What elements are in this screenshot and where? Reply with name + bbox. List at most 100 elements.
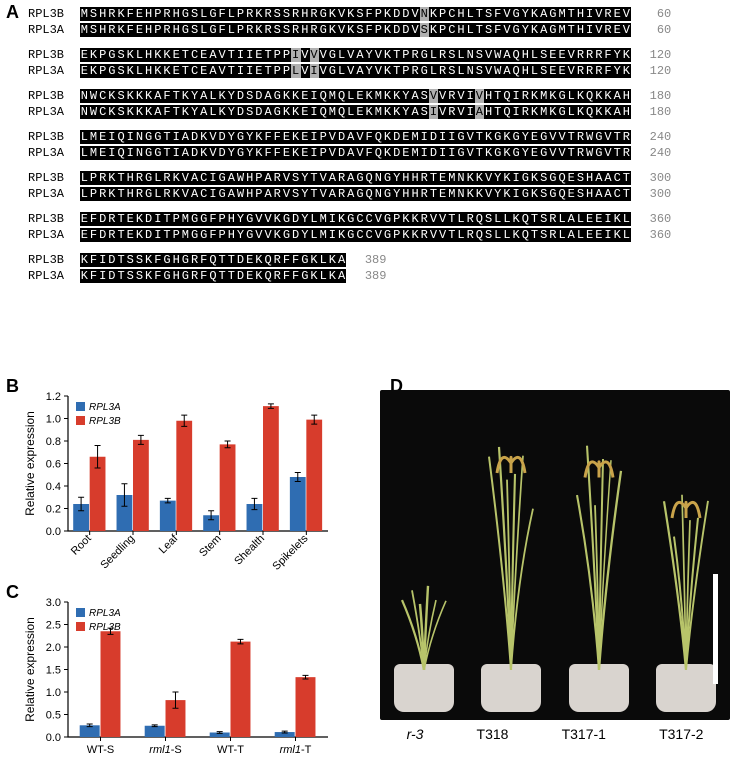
sequence-name: RPL3B [28,253,80,267]
sequence-position: 389 [346,269,386,283]
panel-b-chart: 0.0 0.2 0.4 0.6 0.8 1.0 1.2 Relative expression… [18,386,348,586]
panel-c-chart: 0.0 0.5 1.0 1.5 2.0 2.5 3.0 Relative expression… [18,592,348,772]
sequence-position: 300 [631,171,671,185]
sequence-position: 300 [631,187,671,201]
bar [263,406,279,531]
sequence-position: 120 [631,48,671,62]
photo-label: r-3 [407,726,424,742]
alignment-row: RPL3BEKPGSKLHKKETCEAVTIIETPPIVVVGLVAYVKT… [28,47,728,62]
svg-text:1.0: 1.0 [46,414,61,426]
plant [471,410,551,670]
sequence-name: RPL3A [28,23,80,37]
sequence-position: 240 [631,146,671,160]
scale-bar [713,574,718,684]
svg-text:Stem: Stem [197,533,224,560]
legend: RPL3A RPL3B [76,608,121,633]
pot [481,664,541,712]
sequence-name: RPL3B [28,7,80,21]
sequence-name: RPL3A [28,187,80,201]
pot [569,664,629,712]
alignment-row: RPL3AEFDRTEKDITPMGGFPHYGVVKGDYLMIKGCCVGP… [28,227,728,242]
alignment-row: RPL3AKFIDTSSKFGHGRFQTTDEKQRFFGKLKA389 [28,268,728,283]
svg-text:Leaf: Leaf [157,532,181,556]
svg-text:Root: Root [69,533,94,558]
bar [296,677,316,737]
panel-d-photo-block: r-3 T318 T317-1 T317-2 [380,390,730,742]
sequence-position: 180 [631,89,671,103]
sequence-name: RPL3B [28,130,80,144]
alignment-row: RPL3ANWCKSKKKAFTKYALKYDSDAGKKEIQMQLEKMKK… [28,104,728,119]
alignment-row: RPL3BLMEIQINGGTIADKVDYGYKFFEKEIPVDAVFQKD… [28,129,728,144]
svg-text:0.6: 0.6 [46,459,61,471]
sequence-name: RPL3A [28,64,80,78]
plant [384,553,464,671]
svg-text:0.2: 0.2 [46,504,61,516]
alignment-row: RPL3ALPRKTHRGLRKVACIGAWHPARVSYTVARAGQNGY… [28,186,728,201]
pot [656,664,716,712]
sequence-position: 360 [631,228,671,242]
sequence-position: 360 [631,212,671,226]
svg-text:RPL3A: RPL3A [89,402,121,413]
svg-text:Relative expression: Relative expression [23,617,37,722]
svg-text:Relative expression: Relative expression [23,411,37,516]
bar [133,440,149,531]
sequence-position: 389 [346,253,386,267]
plant [559,415,639,670]
sequence-position: 60 [631,23,671,37]
sequence-position: 180 [631,105,671,119]
alignment-row: RPL3AEKPGSKLHKKETCEAVTIIETPPLVIVGLVAYVKT… [28,63,728,78]
bar [220,444,236,531]
photo-x-labels: r-3 T318 T317-1 T317-2 [380,726,730,742]
alignment-row: RPL3AMSHRKFEHPRHGSLGFLPRKRSSRHRGKVKSFPKD… [28,22,728,37]
sequence-position: 120 [631,64,671,78]
alignment-row: RPL3ALMEIQINGGTIADKVDYGYKFFEKEIPVDAVFQKD… [28,145,728,160]
svg-text:0.0: 0.0 [46,526,61,538]
svg-text:0.5: 0.5 [46,710,61,722]
svg-text:WT-S: WT-S [87,744,115,756]
panel-a-label: A [6,2,19,23]
svg-text:0.4: 0.4 [46,481,61,493]
sequence-name: RPL3A [28,228,80,242]
bar [306,420,322,531]
sequence-position: 240 [631,130,671,144]
bar [176,421,192,531]
alignment-row: RPL3BEFDRTEKDITPMGGFPHYGVVKGDYLMIKGCCVGP… [28,211,728,226]
svg-text:1.2: 1.2 [46,391,61,403]
plant-photo [380,390,730,720]
svg-text:RPL3B: RPL3B [89,416,121,427]
alignment-row: RPL3BNWCKSKKKAFTKYALKYDSDAGKKEIQMQLEKMKK… [28,88,728,103]
svg-text:2.5: 2.5 [46,620,61,632]
svg-text:0.8: 0.8 [46,436,61,448]
photo-label: T317-2 [659,726,703,742]
svg-text:rml1-T: rml1-T [280,744,312,756]
bar [231,642,251,737]
alignment-row: RPL3BMSHRKFEHPRHGSLGFLPRKRSSRHRGKVKSFPKD… [28,6,728,21]
sequence-name: RPL3B [28,171,80,185]
svg-text:2.0: 2.0 [46,642,61,654]
svg-text:Seedling: Seedling [98,533,137,572]
svg-text:1.0: 1.0 [46,687,61,699]
sequence-name: RPL3A [28,105,80,119]
legend: RPL3A RPL3B [76,402,121,427]
svg-text:3.0: 3.0 [46,597,61,609]
svg-text:WT-T: WT-T [217,744,244,756]
svg-text:0.0: 0.0 [46,732,61,744]
svg-text:1.5: 1.5 [46,665,61,677]
bar [160,501,176,531]
svg-text:RPL3A: RPL3A [89,608,121,619]
photo-label: T318 [477,726,509,742]
alignment-row: RPL3BLPRKTHRGLRKVACIGAWHPARVSYTVARAGQNGY… [28,170,728,185]
bar [290,477,306,531]
sequence-name: RPL3A [28,146,80,160]
sequence-name: RPL3B [28,89,80,103]
panel-a-alignment: RPL3BMSHRKFEHPRHGSLGFLPRKRSSRHRGKVKSFPKD… [28,6,728,293]
bar [101,631,121,737]
svg-text:Spikelets: Spikelets [270,532,310,572]
svg-text:Shealth: Shealth [232,533,267,568]
bar [145,726,165,737]
sequence-name: RPL3B [28,212,80,226]
sequence-name: RPL3B [28,48,80,62]
photo-label: T317-1 [562,726,606,742]
alignment-row: RPL3BKFIDTSSKFGHGRFQTTDEKQRFFGKLKA389 [28,252,728,267]
svg-text:RPL3B: RPL3B [89,622,121,633]
